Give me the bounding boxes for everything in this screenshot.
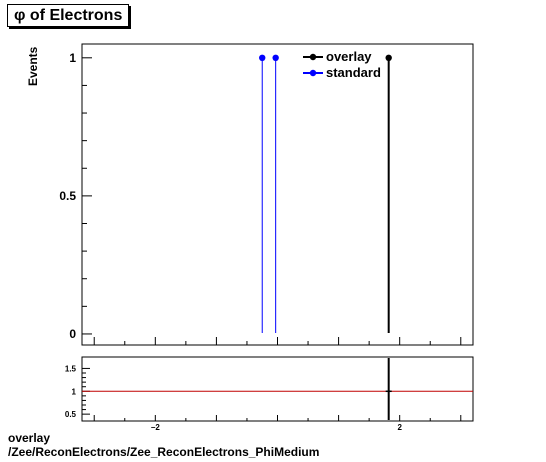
series-0-point <box>385 54 392 62</box>
footer: overlay /Zee/ReconElectrons/Zee_ReconEle… <box>8 431 319 459</box>
y-tick-label: 1 <box>69 51 76 65</box>
y-tick-label: 0.5 <box>59 189 76 203</box>
y-axis-label: Events <box>26 46 40 86</box>
legend-label: standard <box>326 65 381 80</box>
ratio-y-tick-label: 0.5 <box>65 410 77 419</box>
ratio-y-tick-label: 1.5 <box>65 364 77 373</box>
footer-sample-label: overlay <box>8 431 51 445</box>
main-plot-frame <box>81 43 474 346</box>
chart-title: φ of Electrons <box>7 4 130 27</box>
ratio-y-tick-label: 1 <box>72 387 77 396</box>
ratio-tick-labels: 0.5 1 1.5 −2 2 <box>65 364 403 432</box>
ratio-axis-ticks <box>82 367 462 421</box>
main-data-marks <box>259 54 392 333</box>
ratio-plot-frame <box>81 356 474 422</box>
main-tick-labels: 00.51 <box>59 51 76 341</box>
series-1-point <box>272 54 279 62</box>
main-axis-ticks <box>82 57 462 345</box>
legend-marker <box>309 69 317 77</box>
footer-histogram-path: /Zee/ReconElectrons/Zee_ReconElectrons_P… <box>8 445 320 459</box>
legend-label: overlay <box>326 49 372 64</box>
series-1-point <box>259 54 266 62</box>
legend-marker <box>309 53 317 61</box>
y-tick-label: 0 <box>69 327 76 341</box>
ratio-x-tick-label: 2 <box>397 423 402 432</box>
ratio-x-tick-label: −2 <box>151 423 161 432</box>
ratio-data-marks <box>82 358 473 420</box>
